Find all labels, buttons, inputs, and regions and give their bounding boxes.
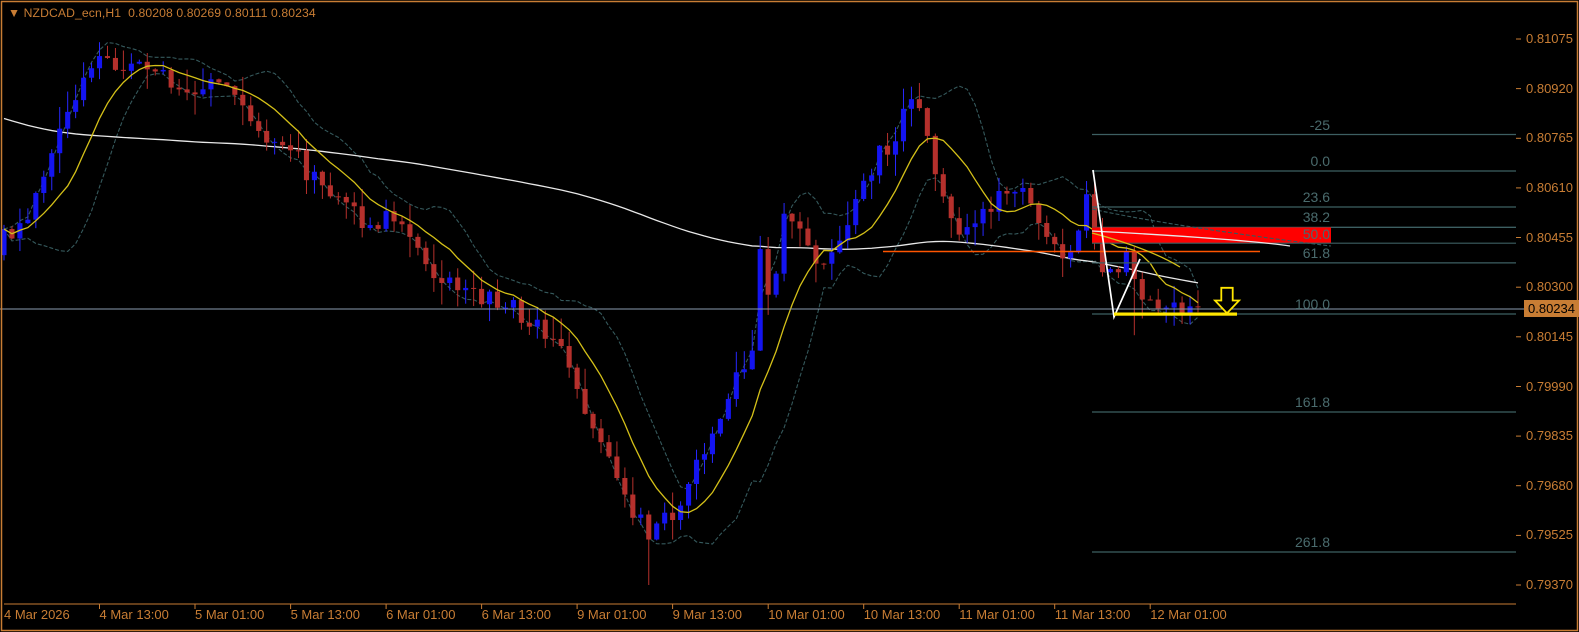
svg-text:50.0: 50.0 [1303, 226, 1330, 242]
svg-text:161.8: 161.8 [1295, 394, 1330, 410]
svg-text:100.0: 100.0 [1295, 296, 1330, 312]
svg-text:61.8: 61.8 [1303, 245, 1330, 261]
svg-text:38.2: 38.2 [1303, 209, 1330, 225]
svg-text:-25: -25 [1310, 117, 1330, 133]
svg-text:23.6: 23.6 [1303, 189, 1330, 205]
svg-text:0.0: 0.0 [1311, 153, 1331, 169]
svg-text:261.8: 261.8 [1295, 534, 1330, 550]
